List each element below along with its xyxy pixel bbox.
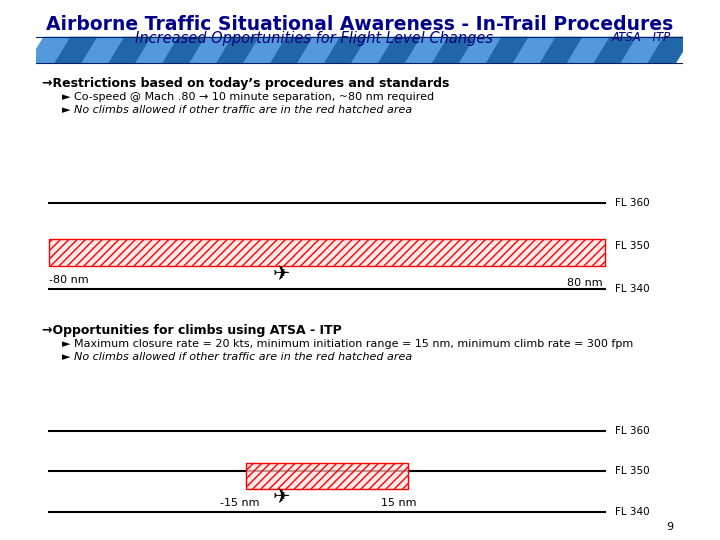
- Polygon shape: [487, 37, 529, 63]
- Text: ► Maximum closure rate = 20 kts, minimum initiation range = 15 nm, minimum climb: ► Maximum closure rate = 20 kts, minimum…: [62, 339, 633, 349]
- Text: FL 340: FL 340: [615, 507, 649, 517]
- Polygon shape: [244, 37, 287, 63]
- Text: 9: 9: [666, 522, 673, 532]
- Text: ✈: ✈: [273, 488, 291, 508]
- Polygon shape: [567, 37, 610, 63]
- Polygon shape: [109, 37, 152, 63]
- Text: ► Co-speed @ Mach .80 → 10 minute separation, ~80 nm required: ► Co-speed @ Mach .80 → 10 minute separa…: [62, 92, 434, 102]
- Text: FL 350: FL 350: [615, 467, 649, 476]
- Polygon shape: [55, 37, 98, 63]
- Text: Increased Opportunities for Flight Level Changes: Increased Opportunities for Flight Level…: [135, 31, 493, 46]
- Polygon shape: [513, 37, 556, 63]
- Polygon shape: [136, 37, 179, 63]
- Text: 15 nm: 15 nm: [381, 498, 416, 508]
- Polygon shape: [459, 37, 502, 63]
- Text: -80 nm: -80 nm: [49, 275, 89, 285]
- Polygon shape: [352, 37, 395, 63]
- Text: ► No climbs allowed if other traffic are in the red hatched area: ► No climbs allowed if other traffic are…: [62, 352, 412, 362]
- Polygon shape: [325, 37, 367, 63]
- Text: ATSA - ITP: ATSA - ITP: [611, 31, 670, 44]
- Text: →Restrictions based on today’s procedures and standards: →Restrictions based on today’s procedure…: [42, 77, 450, 90]
- Bar: [49, 239, 606, 266]
- Polygon shape: [82, 37, 125, 63]
- Text: FL 360: FL 360: [615, 426, 649, 436]
- Polygon shape: [271, 37, 313, 63]
- Text: FL 350: FL 350: [615, 241, 649, 251]
- Polygon shape: [433, 37, 475, 63]
- Text: FL 340: FL 340: [615, 284, 649, 294]
- Text: -15 nm: -15 nm: [220, 498, 260, 508]
- Text: FL 360: FL 360: [615, 198, 649, 208]
- Text: ✈: ✈: [273, 265, 291, 285]
- Polygon shape: [621, 37, 664, 63]
- Polygon shape: [28, 37, 71, 63]
- Polygon shape: [298, 37, 341, 63]
- Text: 80 nm: 80 nm: [567, 278, 602, 288]
- Polygon shape: [217, 37, 259, 63]
- Text: Airborne Traffic Situational Awareness - In-Trail Procedures: Airborne Traffic Situational Awareness -…: [46, 15, 673, 34]
- Polygon shape: [405, 37, 448, 63]
- Polygon shape: [541, 37, 583, 63]
- Polygon shape: [379, 37, 421, 63]
- Text: →Opportunities for climbs using ATSA - ITP: →Opportunities for climbs using ATSA - I…: [42, 323, 342, 337]
- Text: ► No climbs allowed if other traffic are in the red hatched area: ► No climbs allowed if other traffic are…: [62, 105, 412, 114]
- Polygon shape: [648, 37, 690, 63]
- Polygon shape: [190, 37, 233, 63]
- Polygon shape: [163, 37, 205, 63]
- Bar: [246, 463, 408, 489]
- Polygon shape: [595, 37, 637, 63]
